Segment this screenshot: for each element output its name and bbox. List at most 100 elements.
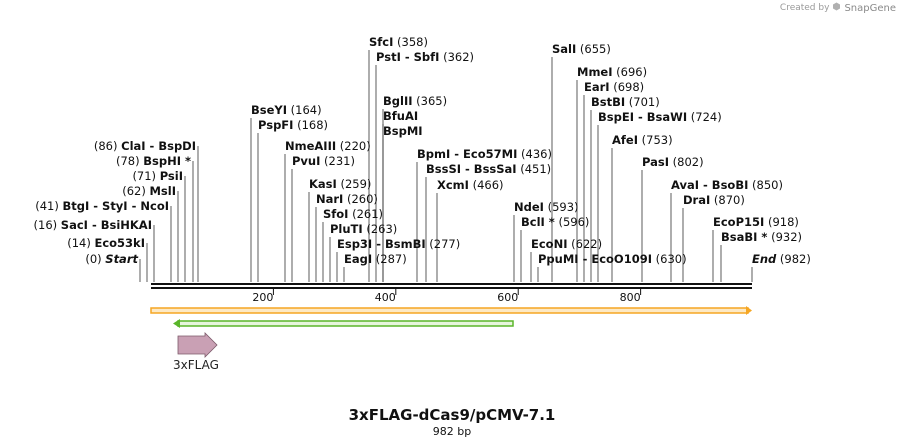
site-label[interactable]: (14) Eco53kI	[67, 236, 145, 250]
map-title: 3xFLAG-dCas9/pCMV-7.1	[348, 406, 556, 424]
site-name: DraI	[683, 193, 710, 207]
site-label[interactable]: PasI (802)	[642, 155, 704, 169]
site-label[interactable]: EagI (287)	[344, 252, 407, 266]
site-label[interactable]: NdeI (593)	[514, 200, 579, 214]
credit-prefix: Created by	[779, 3, 830, 13]
site-label[interactable]: (71) PsiI	[132, 169, 183, 183]
credit-brand: SnapGene	[844, 2, 896, 14]
site-name: - NcoI	[128, 199, 169, 213]
site-position: (277)	[426, 237, 461, 251]
site-label[interactable]: BglII (365)	[383, 94, 447, 108]
orange-range-bar	[150, 307, 749, 314]
site-label[interactable]: SalI (655)	[552, 42, 611, 56]
site-label[interactable]: BsaBI * (932)	[721, 230, 802, 244]
map-subtitle: 982 bp	[432, 425, 472, 438]
site-label[interactable]: (16) SacI - BsiHKAI	[34, 218, 152, 232]
site-label[interactable]: BspMI	[383, 124, 423, 138]
site-label[interactable]: End (982)	[752, 252, 811, 266]
site-name: - BsaWI	[634, 110, 687, 124]
site-name: Start	[105, 252, 138, 266]
scale-tick-label: 400	[375, 291, 396, 304]
site-name: SfcI	[369, 35, 393, 49]
site-label[interactable]: AvaI - BsoBI (850)	[671, 178, 783, 192]
site-label[interactable]: NarI (260)	[316, 192, 378, 206]
site-label[interactable]: MmeI (696)	[577, 65, 647, 79]
site-name: End	[752, 252, 777, 266]
site-name: NarI	[316, 192, 343, 206]
site-name: BclI *	[521, 215, 555, 229]
site-label[interactable]: EcoNI (622)	[531, 237, 602, 251]
green-range-bar	[177, 320, 514, 327]
site-name: NdeI	[514, 200, 544, 214]
site-label[interactable]: PluTI (263)	[330, 222, 397, 236]
site-label[interactable]: NmeAIII (220)	[285, 139, 371, 153]
site-name: BspHI *	[143, 154, 191, 168]
snapgene-credit: Created by SnapGene	[780, 2, 896, 14]
site-label[interactable]: (78) BspHI *	[116, 154, 191, 168]
site-name: SfoI	[323, 207, 348, 221]
features	[177, 332, 218, 358]
site-name: PasI	[642, 155, 669, 169]
site-label[interactable]: AfeI (753)	[612, 133, 673, 147]
site-position: (466)	[469, 178, 504, 192]
site-label[interactable]: BspEI - BsaWI (724)	[598, 110, 722, 124]
site-position: (365)	[413, 94, 448, 108]
site-label[interactable]: PspFI (168)	[258, 118, 328, 132]
site-position: (630)	[652, 252, 687, 266]
site-label[interactable]: EcoP15I (918)	[713, 215, 799, 229]
site-name: BspMI	[383, 124, 423, 138]
site-label[interactable]: BstBI (701)	[591, 95, 660, 109]
site-label[interactable]: SfcI (358)	[369, 35, 428, 49]
sequence-backbone	[151, 283, 752, 289]
site-label[interactable]: XcmI (466)	[437, 178, 504, 192]
scale-tick-label: 800	[620, 291, 641, 304]
site-position: (164)	[287, 103, 322, 117]
site-label[interactable]: SfoI (261)	[323, 207, 383, 221]
site-name: SacI	[61, 218, 88, 232]
site-label[interactable]: (41) BtgI - StyI - NcoI	[35, 199, 169, 213]
site-label[interactable]: DraI (870)	[683, 193, 745, 207]
scale-ticks: 200 400 600 800	[252, 289, 642, 304]
site-name: - BssSaI	[461, 162, 517, 176]
site-name: AfeI	[612, 133, 638, 147]
site-label[interactable]: PpuMI - EcoO109I (630)	[538, 252, 687, 266]
site-name: SalI	[552, 42, 576, 56]
feature-label-3xflag[interactable]: 3xFLAG	[173, 358, 219, 372]
site-name: BstBI	[591, 95, 625, 109]
site-name: Esp3I	[337, 237, 372, 251]
site-name: NmeAIII	[285, 139, 336, 153]
site-name: EagI	[344, 252, 372, 266]
site-position: (870)	[710, 193, 745, 207]
site-label[interactable]: KasI (259)	[309, 177, 371, 191]
site-name: BtgI	[62, 199, 89, 213]
site-label[interactable]: BssSI - BssSaI (451)	[426, 162, 551, 176]
site-label[interactable]: (62) MslI	[122, 184, 176, 198]
site-name: Eco53kI	[94, 236, 145, 250]
site-position: (802)	[669, 155, 704, 169]
site-label[interactable]: Esp3I - BsmBI (277)	[337, 237, 460, 251]
site-label[interactable]: BfuAI	[383, 109, 418, 123]
site-label[interactable]: BclI * (596)	[521, 215, 589, 229]
site-label[interactable]: BpmI - Eco57MI (436)	[417, 147, 552, 161]
site-position: (622)	[567, 237, 602, 251]
site-label[interactable]: EarI (698)	[584, 80, 644, 94]
site-position: (78)	[116, 154, 143, 168]
site-name: BseYI	[251, 103, 287, 117]
site-label[interactable]: PstI - SbfI (362)	[376, 50, 474, 64]
site-name: KasI	[309, 177, 337, 191]
site-label[interactable]: PvuI (231)	[292, 154, 355, 168]
site-position: (0)	[85, 252, 105, 266]
site-position: (71)	[132, 169, 159, 183]
site-name: MmeI	[577, 65, 613, 79]
site-label[interactable]: (86) ClaI - BspDI	[94, 139, 196, 153]
site-label[interactable]: BseYI (164)	[251, 103, 322, 117]
site-position: (259)	[337, 177, 372, 191]
site-position: (596)	[555, 215, 590, 229]
site-label[interactable]: (0) Start	[85, 252, 138, 266]
site-name: PvuI	[292, 154, 320, 168]
site-position: (260)	[343, 192, 378, 206]
site-position: (362)	[439, 50, 474, 64]
site-name: PsiI	[160, 169, 183, 183]
site-position: (220)	[336, 139, 371, 153]
site-position: (41)	[35, 199, 62, 213]
